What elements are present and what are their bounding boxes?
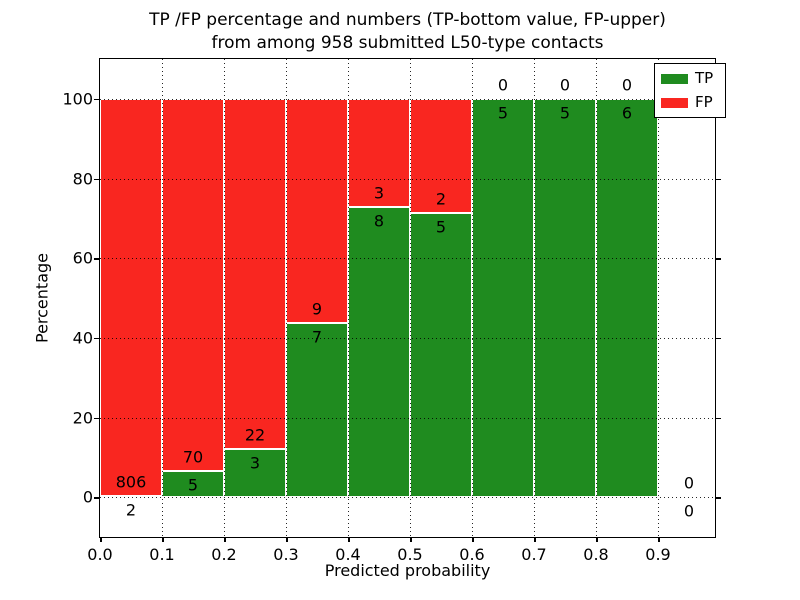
bar-tp-segment [162, 470, 224, 498]
tp-count-label: 3 [249, 453, 261, 473]
tp-color-swatch [661, 73, 688, 84]
bar-tp-segment [534, 98, 596, 498]
y-tick-mark-right [716, 497, 721, 499]
x-tick-mark [286, 537, 288, 542]
bar-tp-segment [472, 98, 534, 498]
chart-title-line1: TP /FP percentage and numbers (TP-bottom… [149, 10, 666, 30]
vertical-gridline [534, 59, 535, 537]
tp-count-label: 7 [311, 327, 323, 347]
x-tick-label: 0.6 [459, 545, 485, 564]
bar-tp-segment [410, 212, 472, 498]
y-tick-label: 60 [72, 248, 93, 268]
bar-fp-segment [162, 98, 224, 471]
vertical-gridline [472, 59, 473, 537]
x-tick-mark [658, 537, 660, 542]
x-tick-mark [472, 537, 474, 542]
bar-tp-segment [224, 449, 286, 498]
y-tick-label: 40 [72, 328, 93, 348]
bar-fp-segment [348, 98, 410, 208]
tp-count-label: 5 [497, 103, 509, 123]
x-tick-mark [162, 537, 164, 542]
horizontal-gridline [100, 98, 715, 100]
plot-area: TP FP 806 2 70 5 22 3 9 7 3 8 2 5 0 5 0 5 0 6 0 0 [94, 58, 726, 542]
horizontal-gridline [100, 417, 715, 419]
tp-count-label: 6 [621, 103, 633, 123]
x-tick-label: 0.1 [149, 545, 175, 564]
tp-count-label: 5 [559, 103, 571, 123]
fp-count-label: 0 [497, 75, 509, 95]
x-tick-label: 0.2 [211, 545, 237, 564]
fp-count-label: 2 [435, 189, 447, 209]
chart-title: TP /FP percentage and numbers (TP-bottom… [100, 9, 715, 55]
y-tick-mark-left [94, 178, 99, 180]
bar-tp-segment [596, 98, 658, 498]
vertical-gridline [286, 59, 287, 537]
legend-label-fp: FP [695, 93, 713, 111]
x-tick-label: 0.4 [335, 545, 361, 564]
fp-count-label: 22 [244, 425, 266, 445]
horizontal-gridline [100, 497, 715, 499]
horizontal-gridline [100, 258, 715, 260]
tp-count-label: 5 [187, 475, 199, 495]
tp-count-label: 2 [125, 500, 137, 520]
y-axis-title: Percentage [32, 252, 52, 344]
y-tick-mark-left [94, 98, 99, 101]
bar-tp-segment [348, 207, 410, 498]
fp-count-label: 70 [182, 447, 204, 467]
x-tick-mark [348, 537, 350, 542]
y-tick-mark-left [94, 417, 99, 419]
fp-count-label: 9 [311, 299, 323, 319]
chart-title-line2: from among 958 submitted L50-type contac… [211, 33, 604, 53]
y-tick-mark-right [716, 417, 721, 419]
bar-fp-segment [224, 98, 286, 450]
y-tick-mark-left [94, 258, 99, 260]
x-tick-mark [224, 537, 226, 542]
legend-item-fp: FP [661, 95, 719, 110]
bar-fp-segment [286, 98, 348, 323]
x-tick-label: 0.9 [645, 545, 671, 564]
fp-count-label: 0 [621, 75, 633, 95]
horizontal-gridline [100, 178, 715, 180]
vertical-gridline [348, 59, 349, 537]
x-tick-label: 0.8 [583, 545, 609, 564]
vertical-gridline [162, 59, 163, 537]
y-tick-mark-right [716, 337, 721, 340]
vertical-gridline [596, 59, 597, 537]
y-tick-mark-right [716, 258, 721, 260]
x-tick-label: 0.5 [397, 545, 423, 564]
x-tick-label: 0.0 [87, 545, 113, 564]
y-tick-mark-left [94, 497, 99, 499]
tp-count-label: 5 [435, 217, 447, 237]
fp-count-label: 0 [559, 75, 571, 95]
y-tick-label: 20 [72, 408, 93, 427]
legend-label-tp: TP [695, 69, 714, 87]
y-tick-label: 0 [82, 487, 93, 507]
fp-count-label: 3 [373, 183, 385, 203]
tp-count-label: 0 [683, 501, 695, 521]
vertical-gridline [224, 59, 225, 537]
bar-fp-segment [100, 98, 162, 497]
y-tick-label: 100 [62, 89, 93, 109]
x-tick-mark [410, 537, 412, 542]
horizontal-gridline [100, 337, 715, 339]
vertical-gridline [658, 59, 659, 537]
fp-count-label: 0 [683, 473, 695, 493]
tp-count-label: 8 [373, 211, 385, 231]
x-tick-label: 0.3 [273, 545, 299, 564]
bar-tp-segment [286, 322, 348, 498]
y-tick-mark-left [94, 337, 99, 340]
vertical-gridline [410, 59, 411, 537]
y-tick-label: 80 [72, 169, 93, 188]
x-tick-mark [534, 537, 536, 542]
x-tick-mark [100, 537, 102, 542]
x-tick-mark [596, 537, 598, 542]
legend: TP FP [654, 63, 726, 118]
x-axis-title: Predicted probability [324, 561, 491, 580]
y-tick-mark-right [716, 178, 721, 180]
legend-item-tp: TP [661, 71, 719, 86]
fp-count-label: 806 [115, 472, 147, 492]
x-tick-label: 0.7 [521, 545, 547, 564]
fp-color-swatch [661, 97, 688, 108]
